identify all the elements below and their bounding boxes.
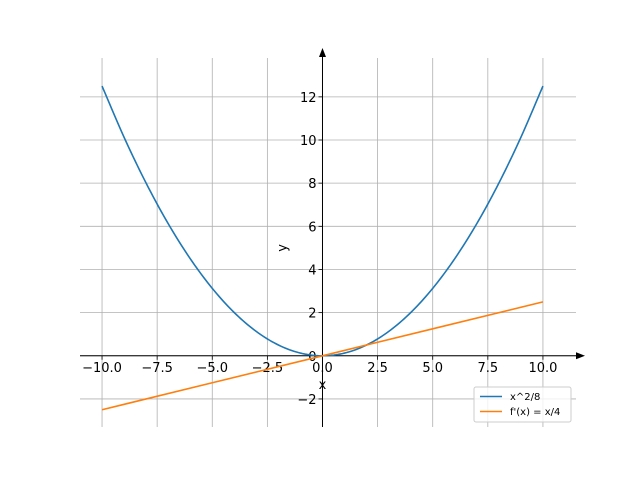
y-tick-label-5: 8 <box>308 177 316 192</box>
x-tick-label-2: −5.0 <box>196 361 228 376</box>
y-tick-label-7: 12 <box>300 91 317 106</box>
ticks: −10.0 −7.5 −5.0 −2.5 0.0 2.5 5.0 7.5 10.0 −2 0 2 4 6 8… <box>82 91 557 408</box>
legend-label-parabola: x^2/8 <box>510 392 540 403</box>
y-tick-label-3: 4 <box>308 263 316 278</box>
y-tick-label-4: 6 <box>308 220 316 235</box>
x-tick-label-6: 5.0 <box>422 361 443 376</box>
x-tick-label-7: 7.5 <box>477 361 498 376</box>
x-tick-label-8: 10.0 <box>528 361 557 376</box>
legend: x^2/8 f'(x) = x/4 <box>473 386 572 423</box>
y-axis-arrow <box>318 48 326 57</box>
series-layer <box>101 85 544 411</box>
x-tick-label-5: 2.5 <box>367 361 388 376</box>
x-tick-label-3: −2.5 <box>252 361 284 376</box>
series-line-1 <box>101 301 544 411</box>
y-tick-label-2: 2 <box>308 307 316 322</box>
y-tick-label-6: 10 <box>300 134 317 149</box>
x-tick-label-1: −7.5 <box>141 361 173 376</box>
x-tick-label-0: −10.0 <box>82 361 122 376</box>
x-tick-label-4: 0.0 <box>312 361 333 376</box>
x-axis-arrow <box>576 352 585 360</box>
legend-label-derivative: f'(x) = x/4 <box>510 407 560 418</box>
x-axis-label: x <box>319 378 327 393</box>
y-tick-label-1: 0 <box>308 350 316 365</box>
y-axis-label: y <box>275 244 290 252</box>
y-tick-label-0: −2 <box>297 393 316 408</box>
